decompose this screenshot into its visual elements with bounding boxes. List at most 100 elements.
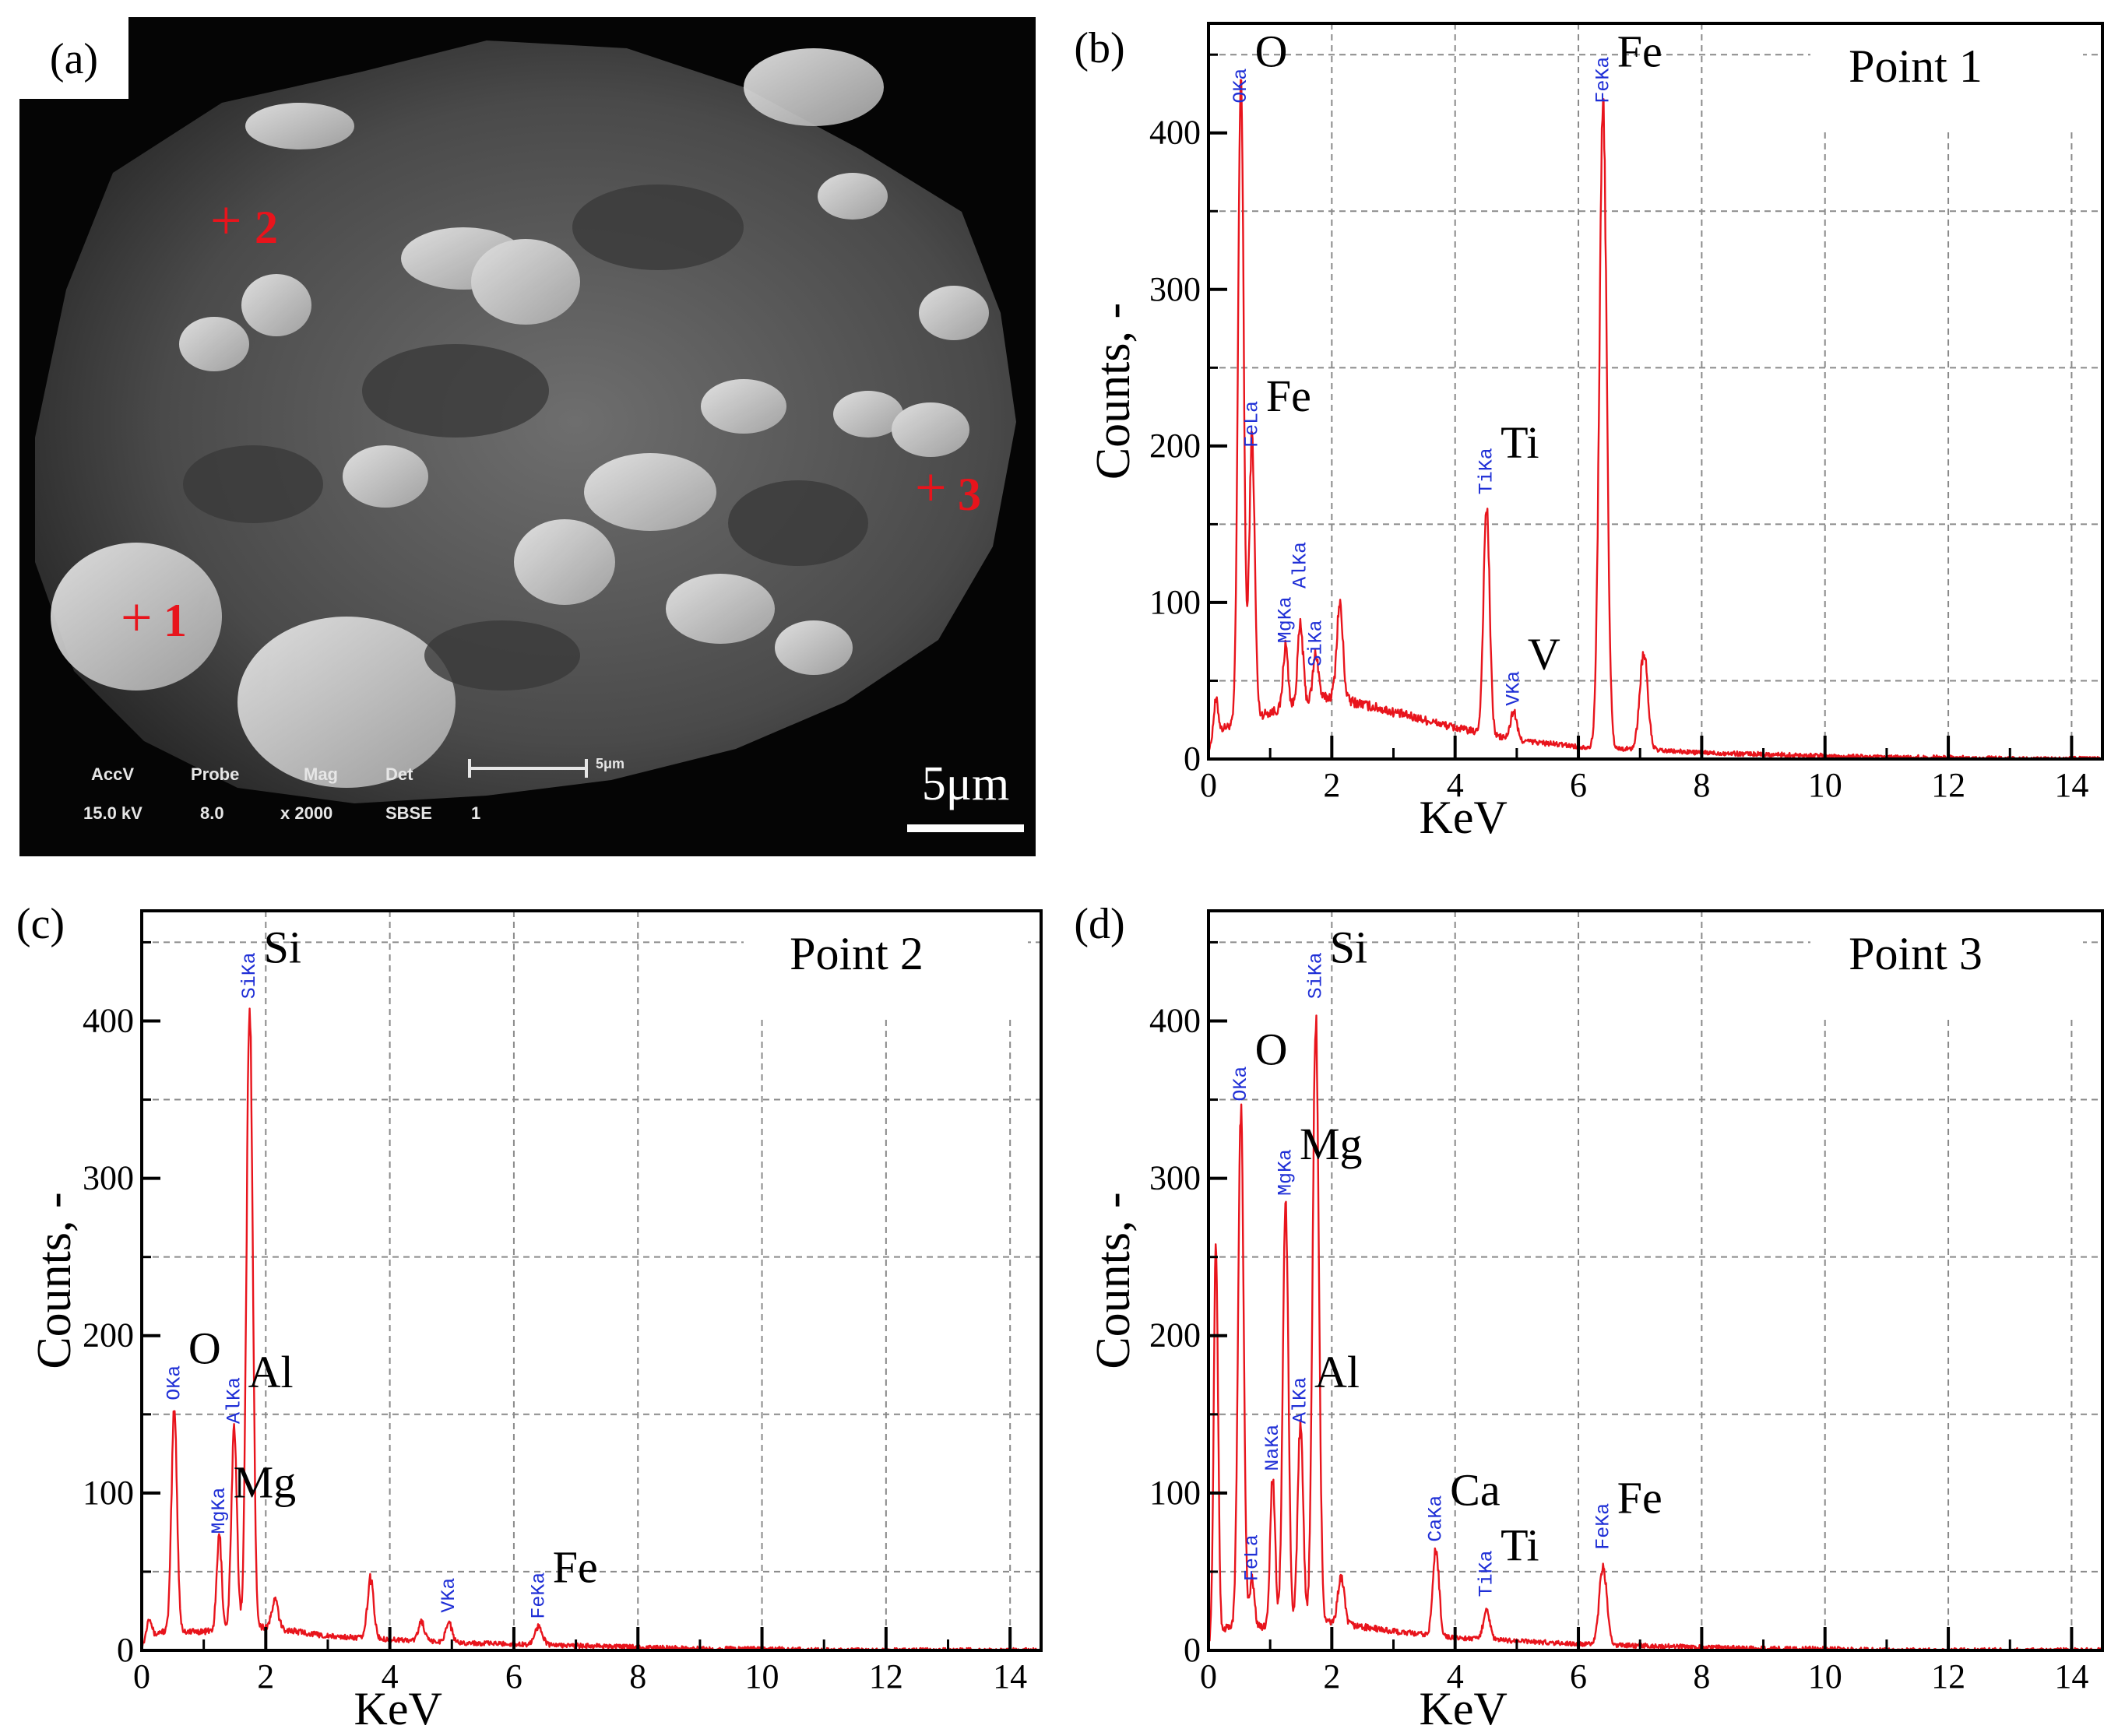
x-axis-label: KeV [354, 1683, 442, 1734]
plot-frame [140, 909, 1043, 1652]
eds-chart-point-3: Point 3SiKaSiOKaOMgKaMgAlKaAlNaKaFeLaCaK… [1074, 900, 2104, 1734]
y-tick-label: 100 [83, 1474, 134, 1512]
x-tick-label: 6 [1570, 766, 1587, 804]
peak-line-label-alka: AlKa [223, 1377, 245, 1424]
y-tick-label: 0 [117, 1631, 134, 1669]
x-tick-label: 10 [1808, 1657, 1842, 1696]
element-label-fe: Fe [553, 1542, 598, 1593]
peak-line-label-oka: OKa [1230, 1067, 1252, 1102]
x-tick-label: 2 [257, 1657, 274, 1696]
point-3-marker: + [915, 456, 947, 518]
y-axis-label: Counts, - [1087, 303, 1140, 480]
element-label-o: O [1255, 1024, 1288, 1075]
peak-line-label-alka: AlKa [1289, 542, 1312, 589]
inner-scale-label: 5μm [596, 756, 624, 771]
peak-line-label-naka: NaKa [1261, 1425, 1284, 1471]
point-1-number: 1 [164, 595, 187, 646]
y-tick-label: 300 [1149, 1159, 1201, 1197]
element-label-si: Si [1330, 922, 1367, 972]
info-value-mag: x 2000 [280, 803, 332, 823]
x-tick-label: 2 [1323, 766, 1340, 804]
y-tick-label: 100 [1149, 1474, 1201, 1512]
analysis-point-2: + 2 [210, 189, 278, 253]
title-box [744, 911, 1028, 1020]
chart-title: Point 2 [790, 928, 924, 979]
x-tick-label: 8 [629, 1657, 646, 1696]
peak-line-label-fela: FeLa [1240, 401, 1263, 448]
element-label-al: Al [248, 1347, 294, 1397]
peak-line-label-mgka: MgKa [1275, 596, 1297, 643]
scale-bar-label: 5μm [922, 757, 1009, 810]
element-label-si: Si [264, 922, 301, 972]
peak-line-label-tika: TiKa [1476, 1550, 1498, 1597]
bright-grains [51, 48, 989, 788]
panel-a-label-box [19, 17, 128, 99]
x-tick-label: 8 [1693, 766, 1710, 804]
y-tick-label: 300 [83, 1159, 134, 1197]
y-tick-label: 100 [1149, 583, 1201, 621]
point-2-marker: + [210, 189, 242, 251]
element-label-mg: Mg [1300, 1119, 1363, 1169]
spectrum-line [1207, 1014, 2103, 1652]
info-header-det: Det [385, 764, 413, 784]
x-tick-label: 0 [1200, 1657, 1217, 1696]
element-label-o: O [188, 1323, 221, 1374]
peak-line-label-feka: FeKa [1592, 57, 1614, 104]
info-header-accv: AccV [91, 764, 134, 784]
x-tick-label: 4 [1447, 1657, 1464, 1696]
peak-line-label-feka: FeKa [527, 1573, 550, 1619]
panel-label: (d) [1074, 900, 1124, 948]
x-tick-label: 4 [382, 1657, 399, 1696]
title-box [1810, 23, 2083, 132]
x-tick-label: 0 [133, 1657, 150, 1696]
chart-title: Point 1 [1849, 40, 1983, 92]
plot-frame [1207, 909, 2104, 1652]
info-value-accv: 15.0 kV [83, 803, 142, 823]
title-box [1810, 911, 2083, 1020]
element-label-fe: Fe [1617, 1473, 1662, 1523]
x-tick-label: 8 [1693, 1657, 1710, 1696]
peak-line-label-mgka: MgKa [1275, 1149, 1297, 1196]
peak-line-label-alka: AlKa [1289, 1377, 1312, 1424]
point-1-marker: + [121, 586, 153, 648]
x-tick-label: 6 [505, 1657, 522, 1696]
element-label-ca: Ca [1450, 1465, 1500, 1516]
element-label-al: Al [1314, 1347, 1360, 1397]
peak-line-label-oka: OKa [163, 1365, 185, 1400]
plot-frame [1207, 22, 2104, 761]
element-label-v: V [1528, 629, 1560, 680]
element-label-ti: Ti [1501, 1520, 1539, 1570]
x-tick-label: 14 [2054, 766, 2088, 804]
element-label-mg: Mg [234, 1457, 297, 1508]
peak-line-label-mgka: MgKa [208, 1487, 230, 1534]
eds-chart-point-1: Point 1OKaOFeLaFeMgKaAlKaSiKaTiKaTiVKaVF… [1074, 22, 2104, 843]
x-tick-label: 2 [1323, 1657, 1340, 1696]
y-tick-label: 400 [83, 1001, 134, 1039]
y-axis-label: Counts, - [1087, 1192, 1140, 1369]
info-header-probe: Probe [191, 764, 239, 784]
chart-title: Point 3 [1849, 928, 1983, 979]
analysis-point-1: + 1 [121, 586, 187, 648]
info-value-probe: 8.0 [200, 803, 224, 823]
y-tick-label: 200 [1149, 427, 1201, 465]
panel-label: (c) [16, 900, 65, 948]
y-axis-label: Counts, - [28, 1192, 81, 1369]
y-tick-label: 0 [1184, 740, 1201, 778]
x-tick-label: 6 [1570, 1657, 1587, 1696]
panel-label: (b) [1074, 24, 1124, 72]
x-tick-label: 12 [1931, 766, 1965, 804]
element-label-ti: Ti [1501, 417, 1539, 468]
analysis-point-3: + 3 [915, 456, 981, 520]
x-tick-label: 10 [1808, 766, 1842, 804]
sem-image-panel: (a) + 1 + 2 + 3 AccV Probe Mag Det 15.0 … [19, 17, 1036, 856]
x-tick-label: 14 [2054, 1657, 2088, 1696]
y-tick-label: 400 [1149, 1001, 1201, 1039]
peak-line-label-oka: OKa [1230, 69, 1252, 104]
x-tick-label: 0 [1200, 766, 1217, 804]
peak-line-label-fela: FeLa [1240, 1534, 1263, 1581]
dark-matrix-patches [183, 184, 868, 691]
y-tick-label: 400 [1149, 114, 1201, 152]
x-tick-label: 4 [1447, 766, 1464, 804]
x-axis-label: KeV [1420, 792, 1508, 843]
info-value-det: SBSE [385, 803, 432, 823]
